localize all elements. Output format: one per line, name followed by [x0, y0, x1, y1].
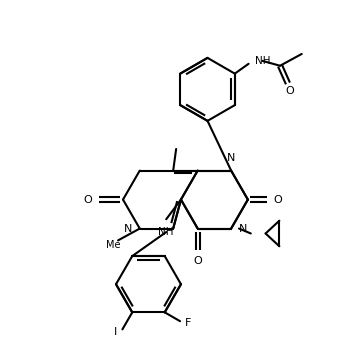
Text: O: O [286, 86, 294, 96]
Text: Me: Me [106, 240, 120, 250]
Text: O: O [193, 256, 202, 266]
Text: N: N [227, 153, 235, 163]
Text: O: O [83, 195, 92, 205]
Text: NH: NH [158, 227, 174, 237]
Text: NH: NH [256, 56, 271, 66]
Text: O: O [273, 195, 282, 205]
Text: N: N [239, 223, 247, 234]
Text: F: F [185, 318, 192, 328]
Text: I: I [114, 327, 117, 337]
Text: N: N [124, 223, 132, 234]
